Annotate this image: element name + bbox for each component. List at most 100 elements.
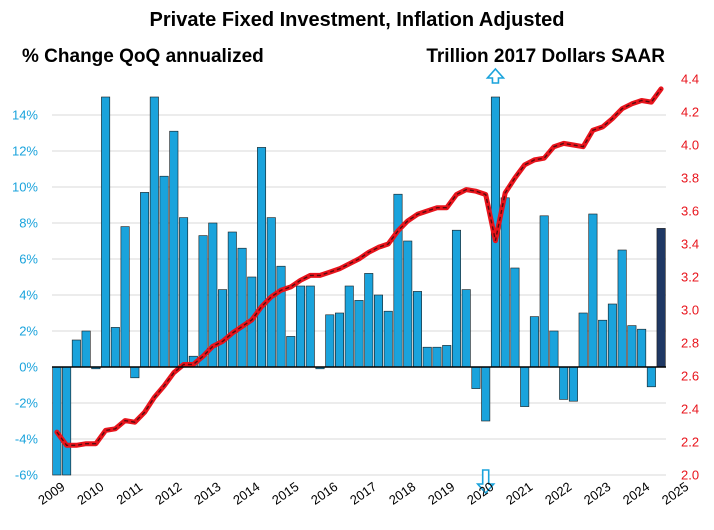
bar [471, 366, 481, 389]
series-line-core [56, 88, 662, 446]
bar [481, 366, 491, 422]
bar [403, 240, 413, 368]
right-tick-label: 4.2 [681, 105, 699, 120]
bar [227, 231, 237, 368]
bar [130, 366, 140, 379]
right-axis-label: Trillion 2017 Dollars SAAR [426, 46, 665, 67]
left-tick-label: 2% [19, 324, 38, 339]
bar [179, 217, 189, 368]
arrow-down-icon [475, 469, 496, 495]
bar-series [52, 96, 666, 476]
bar [559, 366, 569, 400]
bar [451, 229, 461, 368]
right-tick-label: 2.2 [681, 435, 699, 450]
bar [286, 336, 296, 368]
bar [81, 330, 91, 368]
left-tick-label: 4% [19, 288, 38, 303]
bar [325, 314, 335, 368]
bar [461, 289, 471, 368]
bar [656, 228, 666, 368]
x-tick-label: 2011 [114, 479, 146, 507]
bar [140, 192, 150, 368]
bar [549, 330, 559, 368]
bar [442, 345, 452, 368]
x-tick-label: 2012 [152, 479, 184, 508]
right-tick-label: 2.4 [681, 402, 699, 417]
bar [510, 267, 520, 368]
x-tick-label: 2018 [386, 479, 418, 508]
bar [335, 312, 344, 368]
x-tick-label: 2025 [659, 479, 691, 508]
left-tick-label: -6% [15, 468, 39, 483]
x-tick-label: 2017 [347, 479, 379, 508]
left-tick-label: 12% [12, 144, 38, 159]
bar [520, 366, 530, 407]
bar [588, 213, 598, 368]
left-tick-label: -2% [15, 396, 39, 411]
left-axis-label: % Change QoQ annualized [22, 46, 264, 67]
chart-title: Private Fixed Investment, Inflation Adju… [150, 9, 565, 31]
left-tick-label: 6% [19, 252, 38, 267]
x-tick-label: 2016 [308, 479, 340, 508]
bar [627, 325, 637, 368]
left-tick-label: 0% [19, 360, 38, 375]
bar [218, 289, 228, 368]
left-axis-ticks: -6% -4% -2% 0% 2% 4% 6% 8% 10% 12% 14% [12, 108, 38, 483]
arrow-up-icon [485, 67, 506, 84]
bar [110, 327, 120, 368]
bar [237, 247, 247, 368]
x-tick-label: 2015 [269, 479, 301, 508]
bar [500, 197, 510, 368]
right-axis-ticks: 2.0 2.2 2.4 2.6 2.8 3.0 3.2 3.4 3.6 3.8 4.0 4.2 4.4 [681, 72, 699, 483]
left-tick-label: 10% [12, 180, 38, 195]
right-tick-label: 3.8 [681, 171, 699, 186]
bar [607, 303, 617, 368]
right-tick-label: 2.0 [681, 468, 699, 483]
bar [539, 215, 549, 368]
bar [52, 366, 62, 476]
bar [364, 273, 374, 368]
bar [101, 96, 111, 368]
bar [169, 130, 179, 368]
right-tick-label: 3.6 [681, 204, 699, 219]
bar [412, 291, 422, 368]
right-tick-label: 4.0 [681, 138, 699, 153]
bar [305, 285, 315, 368]
bar [159, 175, 169, 368]
bar [422, 346, 432, 368]
bar [578, 312, 588, 368]
bar [62, 366, 72, 476]
x-tick-label: 2010 [74, 479, 106, 508]
bar [71, 339, 81, 368]
bar [120, 226, 130, 368]
bar [383, 310, 393, 368]
x-tick-label: 2023 [581, 479, 613, 508]
bar [393, 193, 403, 368]
left-tick-label: 8% [19, 216, 38, 231]
x-tick-label: 2013 [191, 479, 223, 508]
right-tick-label: 4.4 [681, 72, 699, 87]
bar [354, 300, 364, 368]
bar [637, 328, 647, 368]
right-tick-label: 3.4 [681, 237, 699, 252]
bar [646, 366, 656, 388]
right-tick-label: 2.6 [681, 369, 699, 384]
bar [374, 294, 383, 368]
right-tick-label: 3.2 [681, 270, 699, 285]
bar [257, 147, 267, 368]
x-tick-label: 2024 [620, 479, 652, 508]
x-tick-label: 2022 [542, 479, 574, 508]
bar [276, 265, 286, 368]
bar [529, 316, 539, 368]
left-tick-label: 14% [12, 108, 38, 123]
right-tick-label: 2.8 [681, 336, 699, 351]
x-axis-ticks: 2009 2010 2011 2012 2013 2014 2015 2016 2017 2018… [35, 479, 691, 508]
bar [598, 319, 608, 368]
x-tick-label: 2021 [503, 479, 535, 508]
bar [617, 249, 627, 368]
right-tick-label: 3.0 [681, 303, 699, 318]
bar [568, 366, 578, 402]
truncation-arrows [475, 67, 506, 495]
x-tick-label: 2009 [35, 479, 67, 508]
